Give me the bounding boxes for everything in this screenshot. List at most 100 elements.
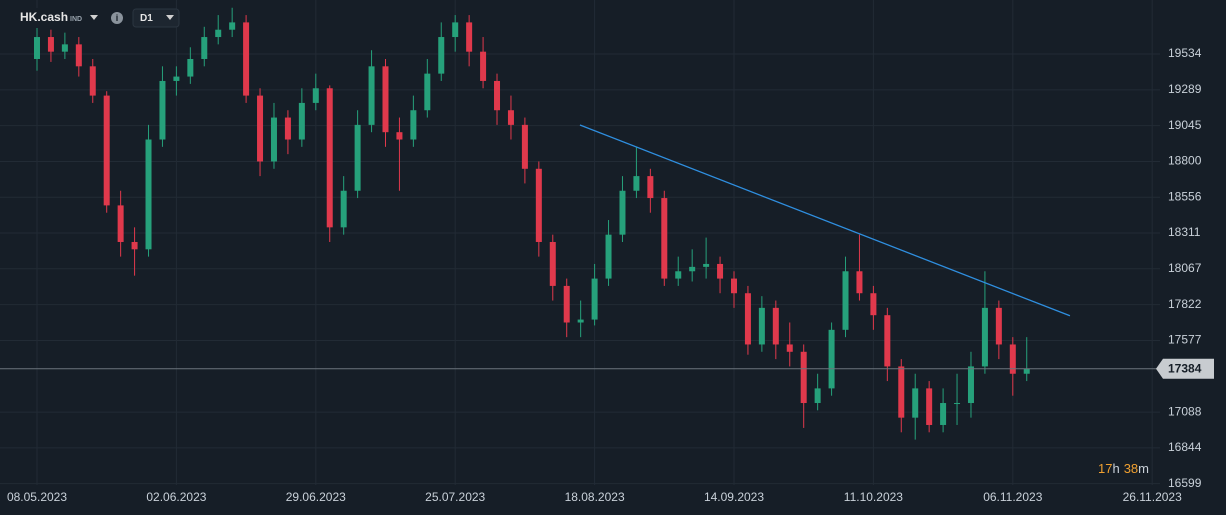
x-tick-label: 11.10.2023 (844, 490, 903, 504)
y-tick-label: 17088 (1168, 404, 1202, 418)
candle-body (438, 37, 445, 74)
candle-body (145, 139, 152, 250)
candle-body (494, 80, 501, 111)
candle-body (229, 22, 236, 30)
candle-body (382, 66, 389, 133)
candle-body (786, 344, 793, 352)
candle-body (173, 76, 180, 81)
candle-body (842, 271, 849, 330)
candle-body (424, 73, 431, 111)
candle-body (898, 366, 905, 418)
y-tick-label: 17822 (1168, 297, 1202, 311)
candle-body (159, 80, 166, 140)
timeframe[interactable]: D1 (140, 13, 153, 24)
info-glyph: i (116, 13, 119, 23)
candle-body (940, 403, 947, 425)
candle-body (814, 388, 821, 404)
countdown-part: h (1112, 461, 1119, 476)
candle-body (577, 319, 584, 323)
y-tick-label: 18311 (1168, 225, 1201, 239)
countdown-part: m (1138, 461, 1149, 476)
candle-body (730, 278, 737, 294)
candle-body (703, 263, 710, 267)
timeframe-dropdown[interactable] (166, 15, 174, 20)
y-tick-label: 19289 (1168, 82, 1202, 96)
y-tick-label: 16599 (1168, 476, 1202, 490)
y-tick-label: 18556 (1168, 189, 1202, 203)
y-tick-label: 19534 (1168, 46, 1202, 60)
candle-body (340, 190, 347, 228)
x-tick-label: 06.11.2023 (983, 490, 1042, 504)
candles (0, 7, 1160, 440)
asset-class: IND (70, 16, 82, 23)
candle-body (981, 307, 988, 367)
candle-body (396, 132, 403, 140)
candle-body (257, 95, 264, 162)
symbol-box[interactable] (12, 8, 104, 28)
x-tick-label: 26.11.2023 (1123, 490, 1182, 504)
y-tick-label: 17577 (1168, 333, 1202, 347)
y-tick-label: 19045 (1168, 118, 1202, 132)
current-price-tag (1156, 358, 1214, 379)
candle-body (410, 110, 417, 140)
candle-body (89, 66, 96, 96)
candle-body (466, 22, 473, 52)
y-tick-label: 16844 (1168, 440, 1202, 454)
candle-body (912, 388, 919, 418)
candle-body (187, 58, 194, 77)
candle-body (563, 285, 570, 323)
candle-body (954, 403, 961, 405)
candle-body (354, 124, 361, 191)
candle-body (856, 271, 863, 294)
candle-body (619, 190, 626, 235)
candle-body (270, 117, 277, 162)
countdown-part: 38 (1124, 461, 1138, 476)
candle-body (103, 95, 110, 206)
candle-body (312, 88, 319, 103)
x-tick-label: 08.05.2023 (7, 490, 67, 504)
candle-body (131, 241, 138, 250)
grid (0, 0, 1160, 485)
trendline (579, 124, 1071, 317)
candle-body (828, 329, 835, 389)
candle-body (717, 263, 724, 279)
candle-body (326, 88, 333, 228)
symbol[interactable]: HK.cash (20, 10, 68, 24)
candle-body (480, 51, 487, 81)
info-icon[interactable] (111, 12, 123, 24)
candle-body (758, 307, 765, 345)
y-tick-label: 18067 (1168, 261, 1202, 275)
candle-body (61, 44, 68, 52)
candle-body (75, 44, 82, 67)
candle-body (33, 37, 40, 59)
candle-body (884, 315, 891, 367)
x-tick-label: 29.06.2023 (286, 490, 346, 504)
x-tick-label: 02.06.2023 (146, 490, 206, 504)
candle-body (117, 205, 124, 242)
candle-body (201, 37, 208, 59)
current-price-label: 17384 (1168, 361, 1202, 375)
candle-body (605, 234, 612, 279)
candle-body (535, 168, 542, 242)
candle-body (995, 307, 1002, 345)
candle-body (521, 124, 528, 169)
candle-body (689, 266, 696, 272)
symbol-dropdown[interactable] (90, 15, 98, 20)
candle-body (591, 278, 598, 320)
timeframe-box[interactable] (132, 8, 180, 28)
x-tick-label: 14.09.2023 (704, 490, 764, 504)
x-tick-label: 25.07.2023 (425, 490, 485, 504)
candle-body (744, 293, 751, 345)
candle-body (243, 22, 250, 96)
countdown: 17h 38m (1098, 461, 1149, 476)
candle-body (549, 241, 556, 286)
candle-body (647, 176, 654, 199)
candle-body (298, 102, 305, 140)
candle-body (47, 37, 54, 52)
x-tick-label: 18.08.2023 (565, 490, 625, 504)
candle-body (675, 271, 682, 279)
candle-body (967, 366, 974, 404)
candle-body (1009, 344, 1016, 374)
candle-body (1023, 368, 1030, 374)
